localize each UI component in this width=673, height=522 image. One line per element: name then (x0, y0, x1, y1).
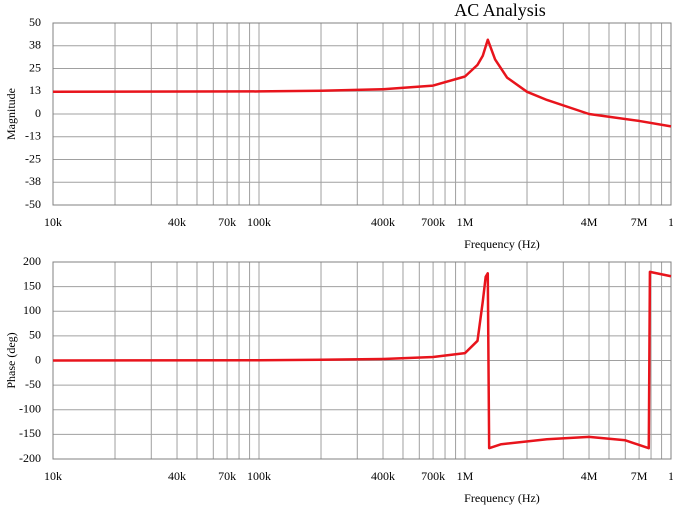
x-tick-label: 10k (44, 469, 62, 483)
x-tick-label: 10k (44, 215, 62, 229)
x-tick-label: 7M (631, 469, 648, 483)
chart-title: AC Analysis (454, 0, 546, 20)
y-tick-label: 50 (29, 328, 41, 342)
x-tick-label: 1M (457, 469, 474, 483)
y-axis-label: Phase (deg) (4, 332, 18, 388)
x-axis-label: Frequency (Hz) (464, 237, 540, 251)
y-axis-label: Magnitude (4, 88, 18, 140)
y-tick-label: -38 (25, 174, 41, 188)
x-tick-label: 100k (247, 469, 271, 483)
x-tick-label: 4M (581, 215, 598, 229)
x-tick-label: 100k (247, 215, 271, 229)
x-tick-label: 40k (168, 215, 186, 229)
x-tick-label: 7M (631, 215, 648, 229)
y-tick-label: -50 (25, 197, 41, 211)
y-tick-label: 0 (35, 106, 41, 120)
y-tick-label: -100 (19, 402, 41, 416)
x-tick-label: 700k (421, 469, 445, 483)
x-tick-label: 1M (457, 215, 474, 229)
y-tick-label: 13 (29, 83, 41, 97)
x-axis-label: Frequency (Hz) (464, 491, 540, 505)
y-tick-label: 50 (29, 15, 41, 29)
y-tick-label: 100 (23, 303, 41, 317)
x-tick-label: 4M (581, 469, 598, 483)
x-tick-label: 1 (668, 215, 673, 229)
y-tick-label: -50 (25, 377, 41, 391)
y-tick-label: 0 (35, 352, 41, 366)
x-tick-label: 700k (421, 215, 445, 229)
y-tick-label: -13 (25, 129, 41, 143)
x-tick-label: 70k (218, 215, 236, 229)
x-tick-label: 70k (218, 469, 236, 483)
y-tick-label: -150 (19, 426, 41, 440)
y-tick-label: 25 (29, 60, 41, 74)
data-line (52, 270, 672, 450)
y-tick-label: -25 (25, 151, 41, 165)
y-tick-label: 38 (29, 38, 41, 52)
data-line (52, 38, 672, 128)
y-tick-label: -200 (19, 451, 41, 465)
plot-frame (52, 22, 672, 206)
x-tick-label: 400k (371, 215, 395, 229)
x-tick-label: 400k (371, 469, 395, 483)
y-tick-label: 200 (23, 254, 41, 268)
y-tick-label: 150 (23, 278, 41, 292)
x-tick-label: 1 (668, 469, 673, 483)
x-tick-label: 40k (168, 469, 186, 483)
